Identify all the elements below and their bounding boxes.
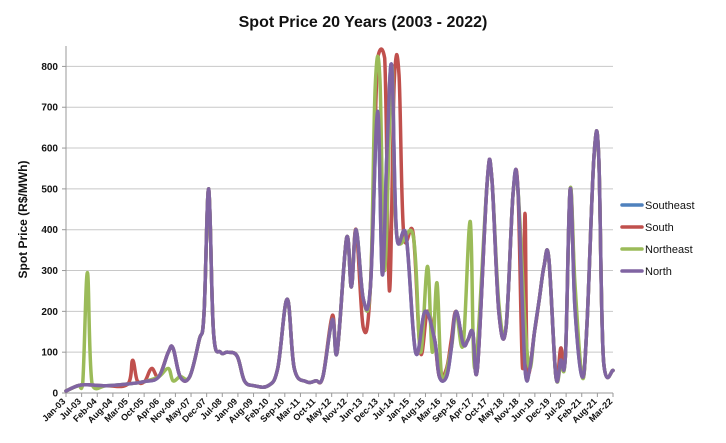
chart-title: Spot Price 20 Years (2003 - 2022): [239, 14, 488, 31]
legend-label-south: South: [645, 222, 674, 234]
y-tick-label: 0: [52, 389, 58, 400]
series-lines: [64, 47, 615, 393]
y-tick-label: 200: [41, 307, 58, 318]
y-tick-label: 300: [41, 266, 58, 277]
y-tick-label: 800: [41, 62, 58, 73]
gridlines: [66, 65, 613, 353]
y-tick-label: 700: [41, 103, 58, 114]
y-axis-ticks: 0 100 200 300 400 500 600 700 800: [41, 62, 66, 400]
legend: Southeast South Northeast North: [620, 200, 695, 278]
x-axis-ticks: Jan-03Jul-03Feb-04Aug-04Mar-05Oct-05Apr-…: [40, 393, 614, 425]
y-tick-label: 600: [41, 144, 58, 155]
series-line-north: [64, 62, 615, 393]
legend-label-north: North: [645, 266, 672, 278]
y-tick-label: 500: [41, 184, 58, 195]
y-tick-label: 400: [41, 225, 58, 236]
y-tick-label: 100: [41, 348, 58, 359]
legend-label-southeast: Southeast: [645, 200, 695, 212]
y-axis-title: Spot Price (R$/MWh): [16, 160, 30, 278]
legend-label-northeast: Northeast: [645, 244, 693, 256]
